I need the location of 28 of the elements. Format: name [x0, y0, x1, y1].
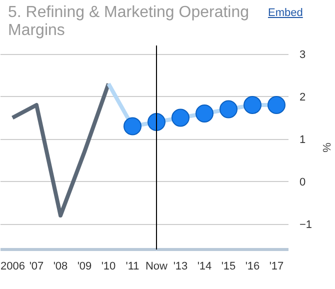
y-tick-label: 0: [300, 176, 306, 188]
point: [268, 96, 286, 114]
x-tick-label: '09: [77, 260, 92, 272]
point: [124, 117, 142, 136]
x-tick-label: '16: [245, 260, 260, 272]
x-tick-label: '17: [269, 260, 284, 272]
line-series: [10, 82, 110, 218]
chart-title: 5. Refining & Marketing Operating Margins: [8, 4, 250, 40]
x-tick-label: '08: [53, 260, 68, 272]
x-tick-label: '13: [173, 260, 188, 272]
point: [196, 104, 214, 122]
point: [148, 113, 166, 131]
point: [172, 108, 190, 127]
x-tick-label: 2006: [0, 260, 25, 272]
x-tick-label: '15: [221, 260, 236, 272]
point: [244, 96, 262, 114]
x-tick-label: Now: [145, 260, 168, 272]
y-tick-label: 2: [300, 92, 306, 104]
x-tick-label: '14: [197, 260, 212, 272]
y-axis-title: %: [320, 142, 332, 153]
x-tick-label: '10: [101, 260, 116, 272]
point: [220, 100, 238, 118]
x-tick-label: '11: [126, 260, 140, 272]
y-tick-label: 1: [300, 134, 306, 146]
y-tick-label: −1: [300, 219, 312, 231]
y-tick-label: 3: [300, 49, 306, 61]
text: Embed: [268, 7, 303, 19]
x-tick-label: '07: [29, 260, 44, 272]
